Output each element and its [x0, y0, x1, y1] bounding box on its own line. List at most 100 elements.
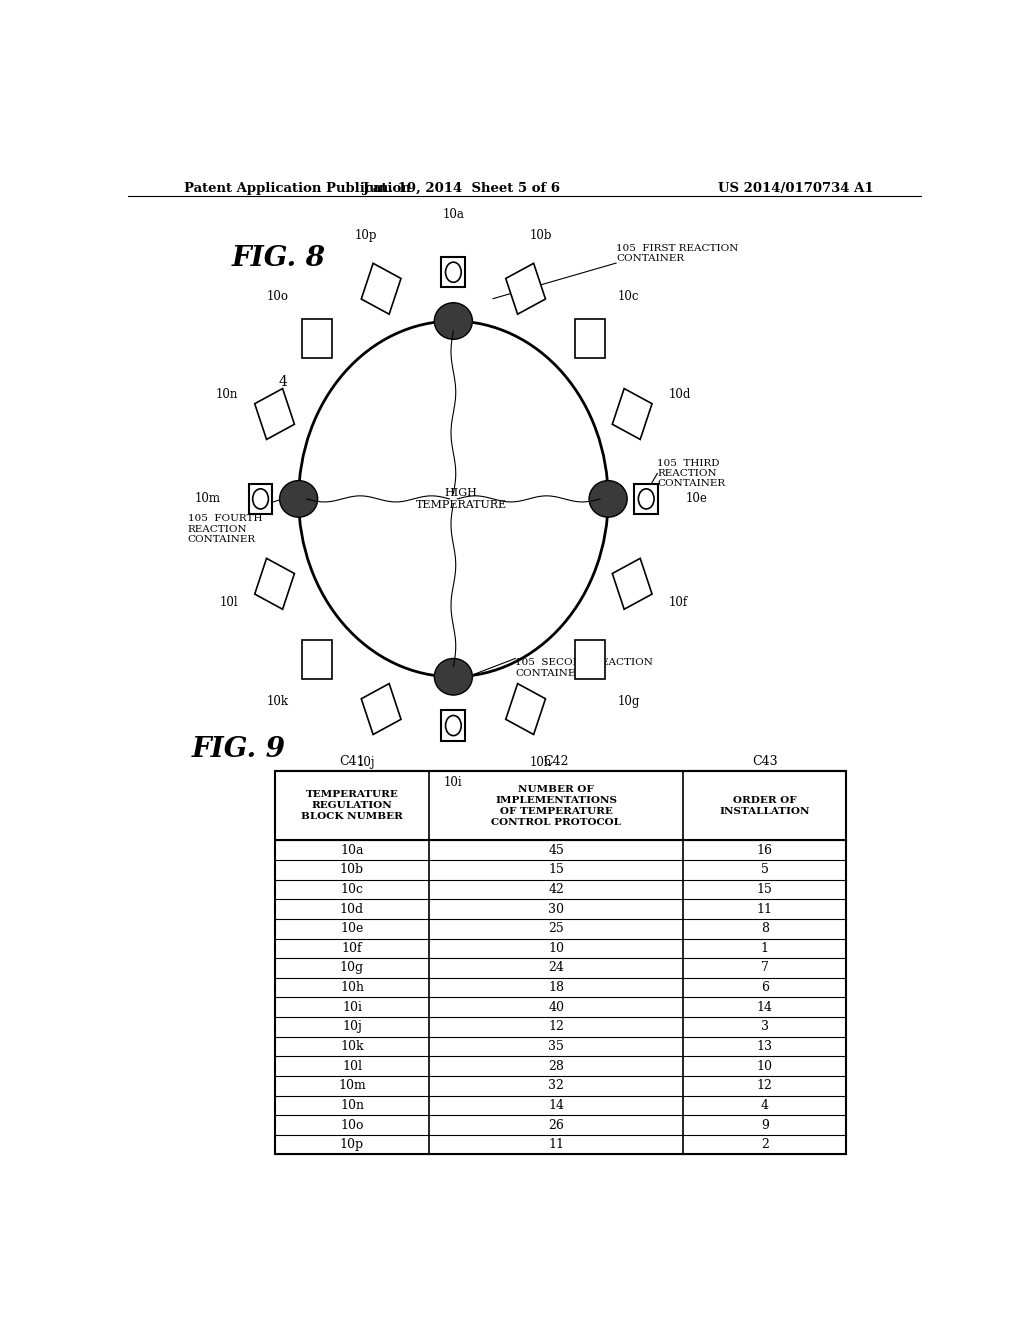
- Text: 10k: 10k: [267, 696, 289, 708]
- Text: 14: 14: [757, 1001, 773, 1014]
- Circle shape: [253, 488, 268, 510]
- Text: 30: 30: [548, 903, 564, 916]
- Text: 10g: 10g: [617, 696, 640, 708]
- Ellipse shape: [434, 659, 472, 696]
- Polygon shape: [612, 558, 652, 610]
- Text: 35: 35: [548, 1040, 564, 1053]
- Text: 10: 10: [757, 1060, 773, 1073]
- Polygon shape: [506, 263, 546, 314]
- Text: C42: C42: [544, 755, 569, 768]
- Text: 28: 28: [548, 1060, 564, 1073]
- Text: 45: 45: [548, 843, 564, 857]
- Text: 5: 5: [761, 863, 769, 876]
- FancyBboxPatch shape: [249, 483, 272, 515]
- Text: 10o: 10o: [267, 289, 289, 302]
- Text: 10a: 10a: [442, 209, 464, 222]
- Text: 25: 25: [548, 923, 564, 936]
- Text: 40: 40: [548, 1001, 564, 1014]
- Text: 10i: 10i: [342, 1001, 361, 1014]
- Text: 10f: 10f: [669, 597, 688, 610]
- Text: 6: 6: [761, 981, 769, 994]
- Text: Jun. 19, 2014  Sheet 5 of 6: Jun. 19, 2014 Sheet 5 of 6: [362, 182, 560, 195]
- Text: 10n: 10n: [340, 1098, 364, 1111]
- Text: 10j: 10j: [357, 756, 376, 770]
- Text: 10g: 10g: [340, 961, 364, 974]
- FancyBboxPatch shape: [441, 710, 465, 741]
- Text: 7: 7: [761, 961, 769, 974]
- FancyBboxPatch shape: [441, 257, 465, 288]
- Text: ORDER OF
INSTALLATION: ORDER OF INSTALLATION: [720, 796, 810, 816]
- Text: 10m: 10m: [195, 492, 221, 506]
- Polygon shape: [574, 319, 605, 358]
- Text: 10m: 10m: [338, 1080, 366, 1092]
- Text: 9: 9: [761, 1118, 769, 1131]
- Text: 10i: 10i: [444, 776, 463, 789]
- Text: 4: 4: [761, 1098, 769, 1111]
- Text: 10b: 10b: [340, 863, 364, 876]
- Text: C43: C43: [752, 755, 777, 768]
- Text: 3: 3: [761, 1020, 769, 1034]
- Text: 10n: 10n: [215, 388, 238, 401]
- Text: 14: 14: [548, 1098, 564, 1111]
- Text: US 2014/0170734 A1: US 2014/0170734 A1: [719, 182, 873, 195]
- Text: 15: 15: [757, 883, 773, 896]
- Text: 10: 10: [548, 942, 564, 954]
- Polygon shape: [612, 388, 652, 440]
- Text: 13: 13: [757, 1040, 773, 1053]
- Text: 2: 2: [761, 1138, 769, 1151]
- Text: 1: 1: [761, 942, 769, 954]
- Text: 12: 12: [548, 1020, 564, 1034]
- Text: 10c: 10c: [617, 289, 639, 302]
- Ellipse shape: [434, 302, 472, 339]
- Text: 8: 8: [761, 923, 769, 936]
- Text: 10k: 10k: [340, 1040, 364, 1053]
- Polygon shape: [302, 640, 332, 678]
- Text: 10p: 10p: [340, 1138, 364, 1151]
- Text: TEMPERATURE
REGULATION
BLOCK NUMBER: TEMPERATURE REGULATION BLOCK NUMBER: [301, 791, 402, 821]
- Circle shape: [445, 715, 461, 735]
- Text: 11: 11: [548, 1138, 564, 1151]
- Text: FIG. 8: FIG. 8: [231, 244, 326, 272]
- Text: 10j: 10j: [342, 1020, 361, 1034]
- Polygon shape: [506, 684, 546, 734]
- Polygon shape: [574, 640, 605, 678]
- Text: Patent Application Publication: Patent Application Publication: [183, 182, 411, 195]
- Text: HIGH
TEMPERATURE: HIGH TEMPERATURE: [416, 488, 507, 510]
- Text: 10e: 10e: [686, 492, 708, 506]
- Polygon shape: [361, 684, 401, 734]
- Text: 10b: 10b: [529, 228, 552, 242]
- Text: 10d: 10d: [669, 388, 691, 401]
- Text: 11: 11: [757, 903, 773, 916]
- Text: 10l: 10l: [219, 597, 238, 610]
- Text: 10l: 10l: [342, 1060, 361, 1073]
- Text: 10a: 10a: [340, 843, 364, 857]
- Text: FIG. 9: FIG. 9: [191, 735, 286, 763]
- Text: 10d: 10d: [340, 903, 364, 916]
- Polygon shape: [255, 388, 295, 440]
- Polygon shape: [361, 263, 401, 314]
- Text: 12: 12: [757, 1080, 773, 1092]
- Polygon shape: [255, 558, 295, 610]
- Text: C41: C41: [339, 755, 365, 768]
- Polygon shape: [302, 319, 332, 358]
- Text: 16: 16: [757, 843, 773, 857]
- Text: 18: 18: [548, 981, 564, 994]
- Text: 15: 15: [548, 863, 564, 876]
- Text: 105  FIRST REACTION
CONTAINER: 105 FIRST REACTION CONTAINER: [616, 244, 738, 263]
- Ellipse shape: [589, 480, 627, 517]
- Ellipse shape: [280, 480, 317, 517]
- Text: 105  THIRD
REACTION
CONTAINER: 105 THIRD REACTION CONTAINER: [657, 458, 725, 488]
- Text: 32: 32: [548, 1080, 564, 1092]
- Text: 105  SECOND REACTION
CONTAINER: 105 SECOND REACTION CONTAINER: [515, 659, 653, 678]
- Text: 10h: 10h: [529, 756, 552, 770]
- Text: 26: 26: [548, 1118, 564, 1131]
- Text: 105  FOURTH
REACTION
CONTAINER: 105 FOURTH REACTION CONTAINER: [187, 515, 262, 544]
- Bar: [274, 771, 846, 1155]
- Text: 10c: 10c: [340, 883, 364, 896]
- Text: 42: 42: [548, 883, 564, 896]
- Text: 10e: 10e: [340, 923, 364, 936]
- Circle shape: [638, 488, 654, 510]
- Text: 10f: 10f: [342, 942, 362, 954]
- Text: 10p: 10p: [355, 228, 378, 242]
- Text: 10o: 10o: [340, 1118, 364, 1131]
